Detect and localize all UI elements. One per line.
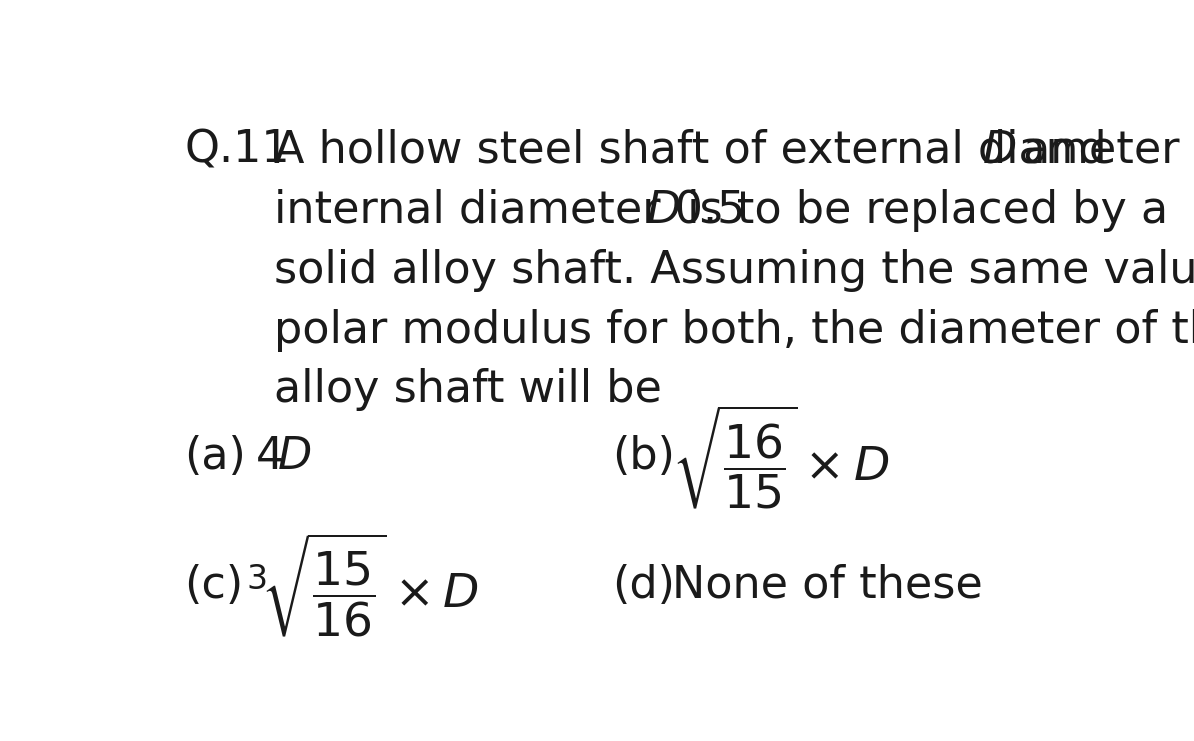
Text: Q.11: Q.11 bbox=[184, 129, 290, 172]
Text: 4: 4 bbox=[256, 436, 284, 479]
Text: $\sqrt{\dfrac{16}{15}}\times \mathit{D}$: $\sqrt{\dfrac{16}{15}}\times \mathit{D}$ bbox=[672, 403, 890, 511]
Text: is to be replaced by a: is to be replaced by a bbox=[673, 189, 1168, 232]
Text: D: D bbox=[277, 436, 312, 479]
Text: None of these: None of these bbox=[672, 564, 983, 607]
Text: solid alloy shaft. Assuming the same value of: solid alloy shaft. Assuming the same val… bbox=[275, 249, 1194, 292]
Text: D: D bbox=[983, 129, 1017, 172]
Text: and: and bbox=[1009, 129, 1107, 172]
Text: D: D bbox=[646, 189, 681, 232]
Text: (d): (d) bbox=[613, 564, 675, 607]
Text: (c): (c) bbox=[184, 564, 244, 607]
Text: (b): (b) bbox=[613, 436, 675, 479]
Text: $^3\!\sqrt{\dfrac{15}{16}}\times \mathit{D}$: $^3\!\sqrt{\dfrac{15}{16}}\times \mathit… bbox=[246, 531, 479, 639]
Text: internal diameter 0.5: internal diameter 0.5 bbox=[275, 189, 755, 232]
Text: 4: 4 bbox=[256, 436, 284, 479]
Text: A hollow steel shaft of external diameter: A hollow steel shaft of external diamete… bbox=[275, 129, 1189, 172]
Text: (a): (a) bbox=[184, 436, 246, 479]
Text: alloy shaft will be: alloy shaft will be bbox=[275, 368, 661, 411]
Text: polar modulus for both, the diameter of the solid: polar modulus for both, the diameter of … bbox=[275, 308, 1194, 351]
